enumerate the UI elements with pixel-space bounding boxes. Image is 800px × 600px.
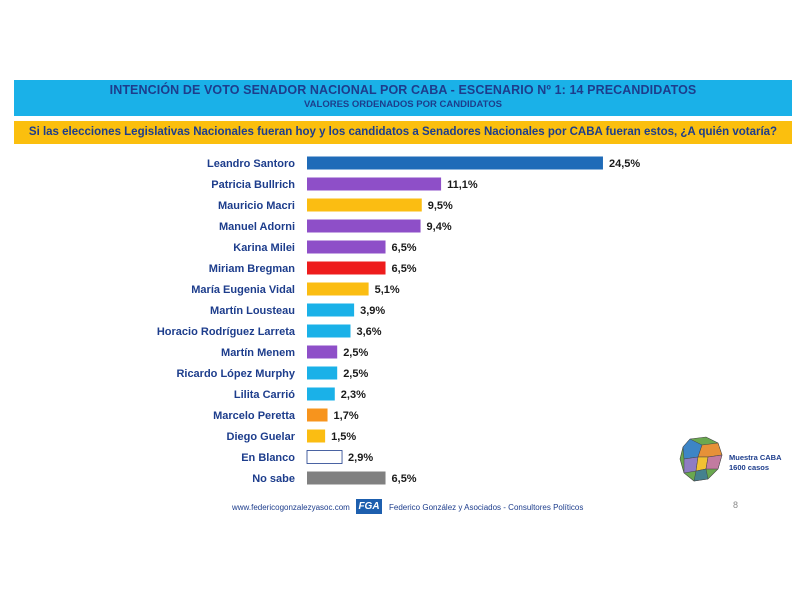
bar xyxy=(307,324,351,338)
category-label: Martín Menem xyxy=(221,347,295,359)
value-label: 2,5% xyxy=(343,347,368,359)
chart-title: INTENCIÓN DE VOTO SENADOR NACIONAL POR C… xyxy=(109,83,697,97)
caba-map-icon xyxy=(678,435,724,483)
category-label: Lilita Carrió xyxy=(234,389,295,401)
category-label: Diego Guelar xyxy=(227,431,296,443)
value-label: 9,4% xyxy=(427,221,452,233)
value-label: 6,5% xyxy=(392,242,417,254)
value-label: 6,5% xyxy=(392,263,417,275)
category-label: Martín Lousteau xyxy=(210,305,295,317)
bar xyxy=(307,345,338,359)
sample-line-1: Muestra CABA xyxy=(729,453,782,462)
category-label: Patricia Bullrich xyxy=(211,179,295,191)
bar xyxy=(307,429,326,443)
bar xyxy=(307,198,422,212)
category-label: Ricardo López Murphy xyxy=(176,368,295,380)
value-label: 5,1% xyxy=(375,284,400,296)
footer-url: www.federicogonzalezyasoc.com xyxy=(232,503,350,512)
footer-firm: Federico González y Asociados - Consulto… xyxy=(389,503,584,512)
bar xyxy=(307,156,603,170)
value-label: 1,5% xyxy=(331,431,356,443)
category-label: En Blanco xyxy=(241,452,295,464)
value-label: 2,5% xyxy=(343,368,368,380)
bar xyxy=(307,471,386,485)
bar xyxy=(307,366,338,380)
bar xyxy=(307,177,442,191)
category-label: Karina Milei xyxy=(233,242,295,254)
value-label: 24,5% xyxy=(609,158,640,170)
value-label: 9,5% xyxy=(428,200,453,212)
bar xyxy=(307,303,355,317)
survey-question: Si las elecciones Legislativas Nacionale… xyxy=(14,121,792,144)
category-label: Mauricio Macri xyxy=(218,200,295,212)
bar xyxy=(307,261,386,275)
value-label: 3,9% xyxy=(360,305,385,317)
category-label: Miriam Bregman xyxy=(209,263,295,275)
page-number: 8 xyxy=(733,500,739,510)
sample-line-2: 1600 casos xyxy=(729,463,770,472)
bar xyxy=(307,408,328,422)
sample-info: Muestra CABA 1600 casos xyxy=(729,453,782,473)
bar xyxy=(307,282,369,296)
value-label: 2,9% xyxy=(348,452,373,464)
fga-logo: FGA xyxy=(356,499,382,514)
chart-header: INTENCIÓN DE VOTO SENADOR NACIONAL POR C… xyxy=(14,80,792,116)
bar xyxy=(307,387,335,401)
value-label: 11,1% xyxy=(447,179,478,191)
category-label: Leandro Santoro xyxy=(207,158,295,170)
category-label: Marcelo Peretta xyxy=(213,410,296,422)
bar xyxy=(306,450,343,464)
category-label: No sabe xyxy=(252,473,295,485)
value-label: 1,7% xyxy=(334,410,359,422)
category-label: María Eugenia Vidal xyxy=(191,284,295,296)
bar xyxy=(307,219,421,233)
category-label: Horacio Rodríguez Larreta xyxy=(157,326,296,338)
chart-subtitle: VALORES ORDENADOS POR CANDIDATOS xyxy=(304,99,502,110)
value-label: 2,3% xyxy=(341,389,366,401)
bar xyxy=(307,240,386,254)
value-label: 6,5% xyxy=(392,473,417,485)
value-label: 3,6% xyxy=(356,326,381,338)
category-label: Manuel Adorni xyxy=(219,221,295,233)
